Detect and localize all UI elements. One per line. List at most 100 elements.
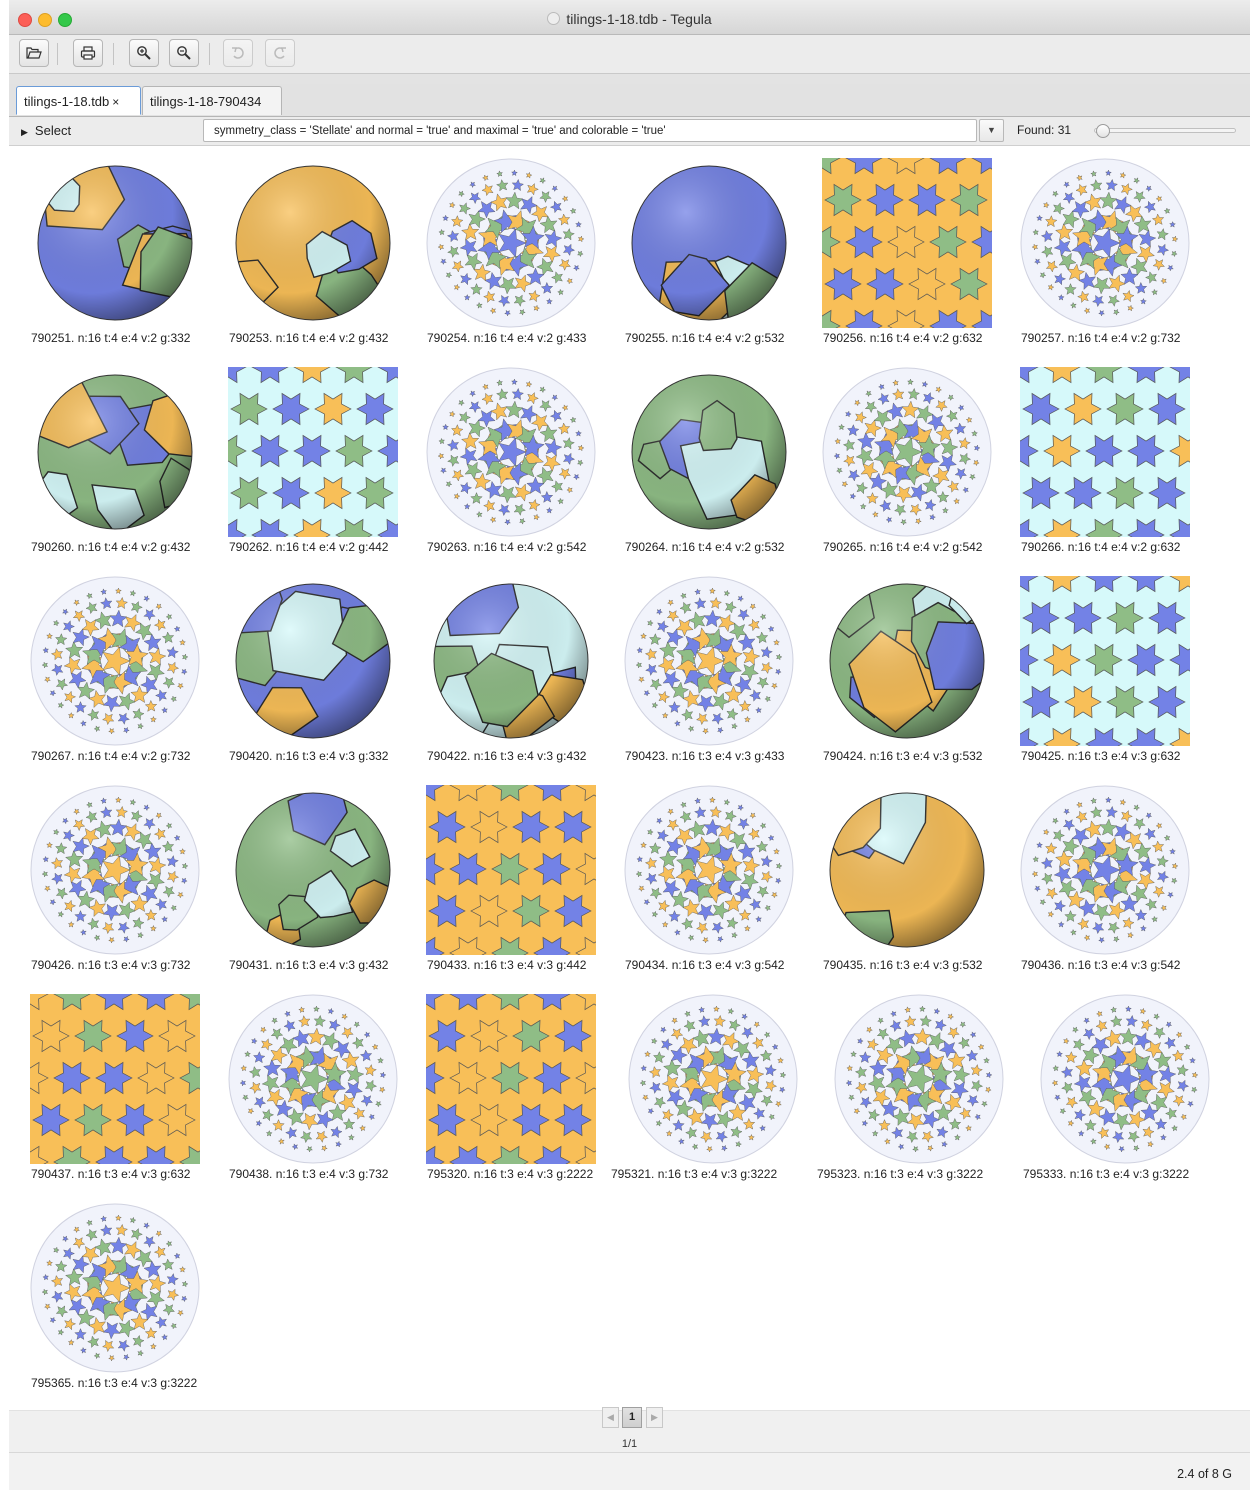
- tiling-thumbnail[interactable]: [624, 158, 794, 328]
- tiling-thumbnail[interactable]: [834, 994, 1004, 1164]
- tiling-caption: 790260. n:16 t:4 e:4 v:2 g:432: [31, 540, 191, 554]
- print-button[interactable]: [73, 39, 103, 67]
- tiling-cell[interactable]: 790251. n:16 t:4 e:4 v:2 g:332: [9, 146, 207, 351]
- tiling-cell[interactable]: 790260. n:16 t:4 e:4 v:2 g:432: [9, 355, 207, 560]
- tiling-cell[interactable]: 790434. n:16 t:3 e:4 v:3 g:542: [603, 773, 801, 978]
- tiling-thumbnail[interactable]: [30, 1203, 200, 1373]
- tab-tilings-db[interactable]: tilings-1-18.tdb ×: [16, 86, 141, 115]
- tab-tiling-790434[interactable]: tilings-1-18-790434: [142, 86, 282, 115]
- open-button[interactable]: [19, 39, 49, 67]
- tiling-cell[interactable]: 790424. n:16 t:3 e:4 v:3 g:532: [801, 564, 999, 769]
- tiling-image: [631, 165, 787, 321]
- tiling-thumbnail[interactable]: [228, 576, 398, 746]
- tiling-caption: 790253. n:16 t:4 e:4 v:2 g:432: [229, 331, 389, 345]
- tiling-cell[interactable]: 790263. n:16 t:4 e:4 v:2 g:542: [405, 355, 603, 560]
- tiling-cell[interactable]: 790255. n:16 t:4 e:4 v:2 g:532: [603, 146, 801, 351]
- tiling-image: [628, 994, 798, 1164]
- tiling-cell[interactable]: 790265. n:16 t:4 e:4 v:2 g:542: [801, 355, 999, 560]
- zoom-window-button[interactable]: [58, 13, 72, 27]
- tiling-thumbnail[interactable]: [628, 994, 798, 1164]
- title-bar: tilings-1-18.tdb - Tegula: [9, 0, 1250, 35]
- tiling-thumbnail[interactable]: [822, 785, 992, 955]
- previous-page-button[interactable]: ◀: [602, 1407, 619, 1428]
- tiling-cell[interactable]: 790262. n:16 t:4 e:4 v:2 g:442: [207, 355, 405, 560]
- tiling-thumbnail[interactable]: [624, 367, 794, 537]
- tiling-thumbnail[interactable]: [624, 576, 794, 746]
- tiling-cell[interactable]: 795323. n:16 t:3 e:4 v:3 g:3222: [813, 982, 1011, 1187]
- tiling-cell[interactable]: 790435. n:16 t:3 e:4 v:3 g:532: [801, 773, 999, 978]
- select-toggle[interactable]: ▶ Select: [21, 123, 71, 138]
- undo-button[interactable]: [223, 39, 253, 67]
- tiling-thumbnail[interactable]: [228, 785, 398, 955]
- close-window-button[interactable]: [18, 13, 32, 27]
- tiling-thumbnail[interactable]: [228, 158, 398, 328]
- tiling-cell[interactable]: 790256. n:16 t:4 e:4 v:2 g:632: [801, 146, 999, 351]
- tiling-thumbnail[interactable]: [1020, 785, 1190, 955]
- zoom-out-button[interactable]: [169, 39, 199, 67]
- tab-close-icon[interactable]: ×: [112, 95, 120, 109]
- query-history-dropdown[interactable]: ▼: [979, 119, 1004, 142]
- tiling-image: [235, 583, 391, 739]
- next-page-button[interactable]: ▶: [646, 1407, 663, 1428]
- tiling-caption: 790423. n:16 t:3 e:4 v:3 g:433: [625, 749, 785, 763]
- tiling-thumbnail[interactable]: [426, 367, 596, 537]
- tiling-caption: 795320. n:16 t:3 e:4 v:3 g:2222: [427, 1167, 594, 1181]
- tiling-cell[interactable]: 790436. n:16 t:3 e:4 v:3 g:542: [999, 773, 1197, 978]
- tiling-thumbnail[interactable]: [30, 576, 200, 746]
- tiling-caption: 795333. n:16 t:3 e:4 v:3 g:3222: [1023, 1167, 1190, 1181]
- tiling-cell[interactable]: 790264. n:16 t:4 e:4 v:2 g:532: [603, 355, 801, 560]
- tiling-thumbnail[interactable]: [822, 576, 992, 746]
- tiling-thumbnail[interactable]: [426, 158, 596, 328]
- tiling-cell[interactable]: 790254. n:16 t:4 e:4 v:2 g:433: [405, 146, 603, 351]
- tiling-cell[interactable]: 790267. n:16 t:4 e:4 v:2 g:732: [9, 564, 207, 769]
- thumbnail-size-slider[interactable]: [1094, 124, 1236, 138]
- tiling-thumbnail[interactable]: [624, 785, 794, 955]
- tiling-thumbnail[interactable]: [1020, 367, 1190, 537]
- tiling-cell[interactable]: 790438. n:16 t:3 e:4 v:3 g:732: [207, 982, 405, 1187]
- tiling-cell[interactable]: 790433. n:16 t:3 e:4 v:3 g:442: [405, 773, 603, 978]
- tiling-cell[interactable]: 795365. n:16 t:3 e:4 v:3 g:3222: [9, 1191, 207, 1396]
- tiling-image: [30, 785, 200, 955]
- tiling-thumbnail[interactable]: [30, 785, 200, 955]
- tiling-cell[interactable]: 790425. n:16 t:3 e:4 v:3 g:632: [999, 564, 1197, 769]
- tiling-cell[interactable]: 790422. n:16 t:3 e:4 v:3 g:432: [405, 564, 603, 769]
- tiling-thumbnail[interactable]: [228, 994, 398, 1164]
- tiling-caption: 790264. n:16 t:4 e:4 v:2 g:532: [625, 540, 785, 554]
- redo-button[interactable]: [265, 39, 295, 67]
- page-1-button[interactable]: 1: [622, 1407, 642, 1428]
- tiling-cell[interactable]: 790420. n:16 t:3 e:4 v:3 g:332: [207, 564, 405, 769]
- zoom-in-button[interactable]: [129, 39, 159, 67]
- tiling-thumbnail[interactable]: [30, 367, 200, 537]
- tiling-cell[interactable]: 790257. n:16 t:4 e:4 v:2 g:732: [999, 146, 1197, 351]
- tiling-thumbnail[interactable]: [30, 158, 200, 328]
- tiling-cell[interactable]: 795333. n:16 t:3 e:4 v:3 g:3222: [1019, 982, 1217, 1187]
- tiling-cell[interactable]: 790266. n:16 t:4 e:4 v:2 g:632: [999, 355, 1197, 560]
- slider-thumb[interactable]: [1096, 124, 1110, 138]
- tiling-cell[interactable]: 790253. n:16 t:4 e:4 v:2 g:432: [207, 146, 405, 351]
- minimize-window-button[interactable]: [38, 13, 52, 27]
- tiling-caption: 790433. n:16 t:3 e:4 v:3 g:442: [427, 958, 587, 972]
- tiling-cell[interactable]: 790423. n:16 t:3 e:4 v:3 g:433: [603, 564, 801, 769]
- select-label: Select: [34, 123, 72, 138]
- tiling-thumbnail[interactable]: [822, 158, 992, 328]
- tiling-thumbnail[interactable]: [30, 994, 200, 1164]
- tiling-thumbnail[interactable]: [822, 367, 992, 537]
- tiling-caption: 790267. n:16 t:4 e:4 v:2 g:732: [31, 749, 191, 763]
- tiling-thumbnail[interactable]: [1020, 158, 1190, 328]
- tiling-thumbnail[interactable]: [426, 785, 596, 955]
- tiling-thumbnail[interactable]: [228, 367, 398, 537]
- tiling-cell[interactable]: 795321. n:16 t:3 e:4 v:3 g:3222: [607, 982, 805, 1187]
- query-input[interactable]: symmetry_class = 'Stellate' and normal =…: [203, 119, 977, 142]
- tiling-cell[interactable]: 790431. n:16 t:3 e:4 v:3 g:432: [207, 773, 405, 978]
- tiling-caption: 790420. n:16 t:3 e:4 v:3 g:332: [229, 749, 389, 763]
- tiling-cell[interactable]: 795320. n:16 t:3 e:4 v:3 g:2222: [405, 982, 603, 1187]
- tiling-thumbnail[interactable]: [1020, 576, 1190, 746]
- tiling-caption: 795323. n:16 t:3 e:4 v:3 g:3222: [817, 1167, 984, 1181]
- tiling-cell[interactable]: 790426. n:16 t:3 e:4 v:3 g:732: [9, 773, 207, 978]
- tiling-caption: 790266. n:16 t:4 e:4 v:2 g:632: [1021, 540, 1181, 554]
- tiling-thumbnail[interactable]: [1040, 994, 1210, 1164]
- disclosure-triangle-icon: ▶: [21, 127, 28, 137]
- tiling-thumbnail[interactable]: [426, 994, 596, 1164]
- tiling-cell[interactable]: 790437. n:16 t:3 e:4 v:3 g:632: [9, 982, 207, 1187]
- tiling-thumbnail[interactable]: [426, 576, 596, 746]
